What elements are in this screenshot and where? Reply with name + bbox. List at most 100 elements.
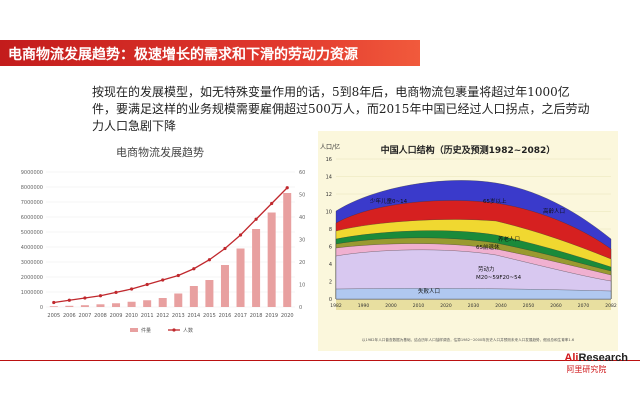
- left-tick-label: 4000000: [21, 245, 43, 251]
- slide-title: 电商物流发展趋势：极速增长的需求和下滑的劳动力资源: [8, 47, 358, 63]
- brand-logo: AliResearch 阿里研究院: [564, 352, 628, 375]
- area-annotation: M20~59F20~54: [476, 275, 522, 281]
- y-tick-label: 2: [329, 280, 332, 286]
- x-tick-label: 2000: [385, 303, 397, 309]
- line-point: [192, 267, 196, 271]
- left-tick-label: 5000000: [21, 230, 43, 236]
- area-lightblue: [335, 288, 612, 300]
- right-tick-label: 60: [299, 170, 305, 176]
- line-point: [254, 217, 258, 221]
- bar: [220, 265, 229, 307]
- left-tick-label: 2000000: [21, 275, 43, 281]
- left-tick-label: 1000000: [21, 290, 43, 296]
- line-point: [161, 278, 165, 282]
- legend-swatch-bars: [130, 328, 138, 332]
- line-point: [145, 282, 149, 287]
- y-tick-label: 0: [329, 297, 332, 303]
- right-tick-label: 0: [299, 305, 302, 311]
- x-tick-label: 2017: [234, 313, 247, 319]
- x-tick-label: 2006: [63, 313, 76, 319]
- bar: [65, 305, 74, 307]
- x-tick-label: 2040: [495, 303, 507, 309]
- x-tick-label: 2014: [187, 313, 200, 319]
- x-tick-label: 2019: [265, 313, 278, 319]
- x-tick-label: 2018: [250, 313, 263, 319]
- brand-suffix: Research: [578, 352, 628, 364]
- y-tick-label: 4: [329, 262, 332, 268]
- area-annotation: 养老人口: [498, 235, 520, 243]
- left-tick-label: 3000000: [21, 260, 43, 266]
- bar: [252, 229, 261, 307]
- area-annotation: 劳动力: [478, 265, 495, 273]
- area-annotation: 少年儿童0~14: [370, 197, 408, 205]
- series-line: [53, 187, 288, 304]
- x-tick-label: 2020: [440, 303, 452, 309]
- chart-ylabel: 人口/亿: [320, 143, 340, 151]
- x-tick-label: 2005: [47, 313, 60, 319]
- slide-title-bar: 电商物流发展趋势：极速增长的需求和下滑的劳动力资源: [0, 40, 420, 66]
- x-tick-label: 2013: [172, 313, 185, 319]
- area-annotation: 高龄人口: [543, 207, 565, 215]
- bar: [174, 293, 183, 307]
- y-tick-label: 8: [329, 227, 332, 233]
- bar: [80, 305, 89, 307]
- line-point: [129, 287, 134, 291]
- line-point: [238, 233, 243, 237]
- right-tick-label: 20: [299, 260, 305, 266]
- x-tick-label: 1982: [330, 303, 342, 309]
- left-tick-label: 7000000: [21, 200, 43, 206]
- area-lavender: [335, 249, 612, 300]
- y-tick-label: 16: [326, 157, 332, 163]
- right-tick-label: 30: [299, 238, 305, 244]
- x-tick-label: 2011: [141, 313, 154, 319]
- right-tick-label: 40: [299, 215, 305, 221]
- line-point: [114, 290, 118, 294]
- legend-label: 件量: [141, 327, 151, 334]
- footer-divider: [0, 360, 640, 361]
- area-annotation: 65岁以上: [483, 197, 507, 205]
- x-tick-label: 2030: [468, 303, 480, 309]
- legend-label: 人数: [183, 327, 193, 334]
- x-tick-label: 2012: [156, 313, 169, 319]
- right-tick-label: 10: [299, 283, 305, 289]
- line-point: [52, 300, 56, 305]
- chart-note: 以1982年人口普查数据为基础，结合历年人口抽样调查，估算1982~2000年历…: [362, 337, 575, 342]
- y-tick-label: 6: [329, 245, 332, 251]
- line-point: [83, 296, 87, 300]
- bar: [127, 301, 136, 307]
- x-tick-label: 2007: [79, 313, 92, 319]
- y-tick-label: 10: [326, 210, 332, 216]
- chart-title: 电商物流发展趋势: [116, 145, 204, 159]
- bar: [236, 248, 245, 307]
- y-tick-label: 12: [326, 192, 332, 198]
- x-tick-label: 1990: [358, 303, 370, 309]
- x-tick-label: 2010: [413, 303, 425, 309]
- ecommerce-logistics-chart: 电商物流发展趋势 0 1000000 2000000 3000000 4000000 50…: [21, 145, 306, 334]
- bar: [112, 303, 121, 307]
- brand-sub: 阿里研究院: [566, 365, 607, 374]
- bar: [267, 212, 276, 307]
- line-point: [207, 258, 212, 262]
- area-annotation: 65前退休: [476, 243, 500, 251]
- x-tick-label: 2008: [94, 313, 107, 319]
- y-tick-label: 14: [326, 175, 332, 181]
- bar: [96, 304, 105, 307]
- x-tick-label: 2020: [281, 313, 294, 319]
- line-point: [98, 294, 103, 298]
- line-point: [67, 298, 71, 302]
- legend-marker: [172, 328, 176, 332]
- left-tick-label: 8000000: [21, 185, 43, 191]
- population-structure-chart: 人口/亿 中国人口结构（历史及预测1982~2082） 16 14 12 10 8 6 4 2…: [318, 131, 618, 351]
- bar: [283, 193, 292, 307]
- x-tick-label: 2015: [203, 313, 216, 319]
- line-point: [285, 186, 289, 190]
- bar: [143, 300, 152, 307]
- bar: [205, 280, 214, 307]
- x-axis-band: [336, 300, 611, 310]
- line-point: [270, 201, 274, 206]
- x-tick-label: 2082: [605, 303, 617, 309]
- left-tick-label: 6000000: [21, 215, 43, 221]
- x-tick-label: 2009: [110, 313, 123, 319]
- line-point: [223, 246, 227, 251]
- left-tick-label: 9000000: [21, 170, 43, 176]
